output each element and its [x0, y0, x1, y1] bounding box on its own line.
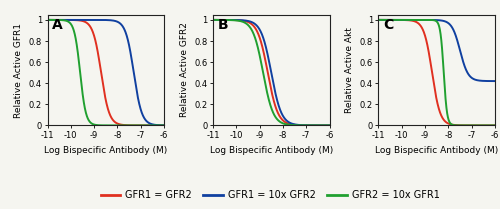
Text: A: A [52, 18, 63, 32]
Y-axis label: Relative Active GFR1: Relative Active GFR1 [14, 23, 23, 117]
Y-axis label: Relative Active Akt: Relative Active Akt [345, 27, 354, 113]
Y-axis label: Relative Active GFR2: Relative Active GFR2 [180, 23, 188, 117]
Text: C: C [383, 18, 394, 32]
Text: B: B [218, 18, 228, 32]
Legend: GFR1 = GFR2, GFR1 = 10x GFR2, GFR2 = 10x GFR1: GFR1 = GFR2, GFR1 = 10x GFR2, GFR2 = 10x… [96, 186, 444, 204]
X-axis label: Log Bispecific Antibody (M): Log Bispecific Antibody (M) [375, 145, 498, 154]
X-axis label: Log Bispecific Antibody (M): Log Bispecific Antibody (M) [210, 145, 333, 154]
X-axis label: Log Bispecific Antibody (M): Log Bispecific Antibody (M) [44, 145, 168, 154]
